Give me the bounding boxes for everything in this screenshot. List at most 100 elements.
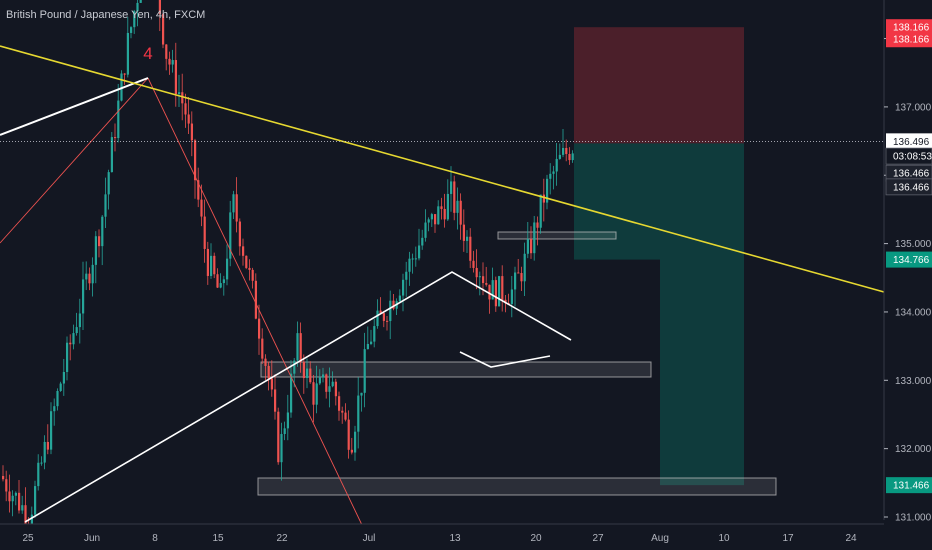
trendline[interactable] — [0, 45, 885, 293]
candle — [62, 358, 65, 396]
candle — [46, 424, 49, 455]
candle — [373, 318, 376, 348]
candle — [171, 49, 174, 73]
candle — [242, 238, 245, 266]
candle — [267, 361, 270, 391]
candle — [174, 42, 177, 107]
candle — [277, 407, 280, 465]
candle — [533, 215, 536, 261]
candle — [405, 261, 408, 297]
price-axis[interactable] — [884, 0, 932, 550]
candle — [504, 294, 507, 313]
candle — [562, 129, 565, 158]
candle — [472, 250, 475, 273]
candle — [184, 93, 187, 128]
candle — [437, 200, 440, 225]
x-tick-label: 8 — [152, 533, 158, 544]
x-tick-label: 25 — [22, 533, 34, 544]
x-tick-label: 24 — [845, 533, 857, 544]
resistance-box-small[interactable] — [497, 231, 617, 240]
candle — [110, 132, 113, 173]
candle — [549, 163, 552, 195]
candle — [392, 293, 395, 311]
candle — [270, 360, 273, 397]
price-tag: 138.166 — [886, 19, 932, 36]
candle — [466, 230, 469, 253]
candle — [40, 456, 43, 466]
wedge-bottom-line[interactable] — [459, 351, 551, 368]
candle — [91, 257, 94, 297]
candle — [322, 367, 325, 383]
price-tag: 134.766 — [886, 251, 932, 268]
time-axis[interactable] — [0, 524, 932, 550]
candle — [120, 70, 123, 102]
candle — [306, 358, 309, 389]
candle — [85, 261, 88, 291]
candle — [414, 246, 417, 267]
candle — [501, 265, 504, 312]
candle — [88, 267, 91, 291]
candle — [168, 51, 171, 75]
svg-text:131.466: 131.466 — [893, 481, 930, 492]
support-box-mid[interactable] — [260, 361, 652, 378]
candle — [408, 251, 411, 286]
candle — [280, 422, 283, 481]
price-tag: 131.466 — [886, 477, 932, 494]
candle — [101, 214, 104, 266]
candle — [542, 178, 545, 222]
candle — [558, 143, 561, 160]
candle — [494, 276, 497, 312]
candle — [130, 26, 133, 39]
candle — [456, 187, 459, 230]
candle — [162, 12, 165, 49]
fib-line-right[interactable] — [147, 77, 363, 526]
candle — [565, 139, 568, 162]
candles — [2, 0, 574, 547]
candle — [478, 271, 481, 296]
candle — [248, 259, 251, 281]
candle — [114, 123, 117, 152]
candle — [56, 388, 59, 411]
candle — [350, 437, 353, 455]
candle — [94, 231, 97, 284]
price-tag: 03:08:53 — [885, 147, 932, 165]
candle — [107, 169, 110, 210]
candle — [382, 310, 385, 328]
candle — [427, 217, 430, 232]
y-tick-label: 134.000 — [895, 307, 932, 318]
candle — [520, 266, 523, 291]
candle — [210, 243, 213, 279]
svg-text:136.466: 136.466 — [893, 169, 930, 180]
candle — [21, 495, 24, 514]
target-zone-upper — [574, 143, 660, 260]
candle — [296, 321, 299, 367]
candle — [530, 226, 533, 259]
x-tick-label: Aug — [651, 533, 669, 544]
rising-wedge-line[interactable] — [24, 271, 572, 523]
candle — [2, 465, 5, 482]
price-tag: 138.166 — [886, 31, 932, 48]
candle — [315, 365, 318, 414]
candle — [517, 259, 520, 274]
price-tag: 136.496 — [886, 133, 932, 150]
wave-line-upper[interactable] — [0, 77, 149, 136]
candle — [123, 73, 126, 85]
candle — [264, 354, 267, 380]
candle — [190, 111, 193, 157]
candle — [216, 268, 219, 288]
candle — [450, 166, 453, 212]
candle — [491, 267, 494, 300]
candle — [66, 336, 69, 381]
candle — [69, 334, 72, 361]
candle — [430, 212, 433, 227]
svg-text:138.166: 138.166 — [893, 23, 930, 34]
candle — [347, 410, 350, 459]
candle — [338, 391, 341, 421]
fib-line-left[interactable] — [0, 77, 149, 244]
candle — [98, 229, 101, 258]
support-box-low[interactable] — [257, 477, 777, 496]
candle — [158, 0, 161, 32]
candle — [251, 267, 254, 289]
x-tick-label: 17 — [782, 533, 794, 544]
